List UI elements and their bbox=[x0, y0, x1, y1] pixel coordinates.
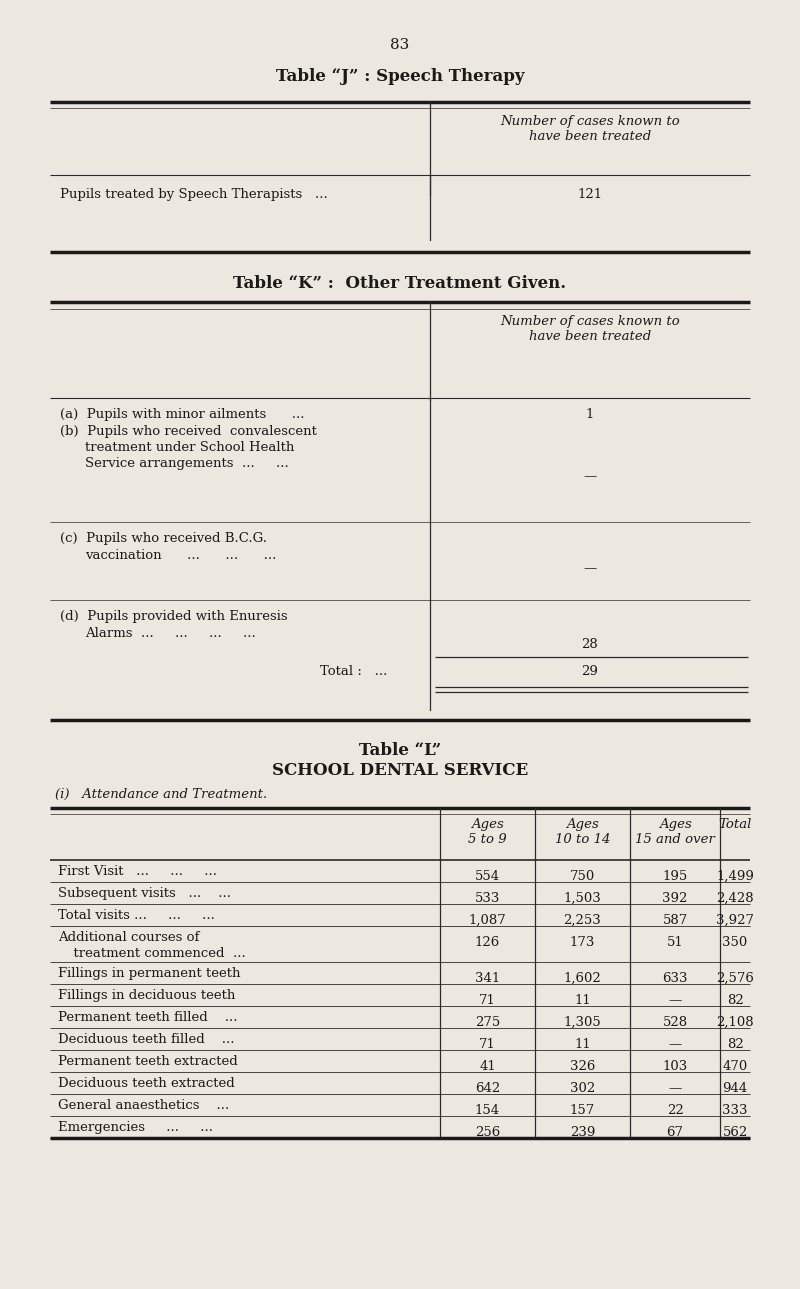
Text: Ages
10 to 14: Ages 10 to 14 bbox=[555, 819, 610, 846]
Text: 1,305: 1,305 bbox=[564, 1016, 602, 1029]
Text: 750: 750 bbox=[570, 870, 595, 883]
Text: 326: 326 bbox=[570, 1060, 595, 1072]
Text: —: — bbox=[668, 1081, 682, 1094]
Text: Deciduous teeth filled    ...: Deciduous teeth filled ... bbox=[58, 1032, 234, 1045]
Text: —: — bbox=[583, 562, 597, 575]
Text: SCHOOL DENTAL SERVICE: SCHOOL DENTAL SERVICE bbox=[272, 762, 528, 779]
Text: 2,253: 2,253 bbox=[564, 914, 602, 927]
Text: 3,927: 3,927 bbox=[716, 914, 754, 927]
Text: treatment commenced  ...: treatment commenced ... bbox=[65, 947, 246, 960]
Text: 11: 11 bbox=[574, 1038, 591, 1051]
Text: Pupils treated by Speech Therapists   ...: Pupils treated by Speech Therapists ... bbox=[60, 188, 328, 201]
Text: 256: 256 bbox=[475, 1127, 500, 1139]
Text: 83: 83 bbox=[390, 37, 410, 52]
Text: 275: 275 bbox=[475, 1016, 500, 1029]
Text: 302: 302 bbox=[570, 1081, 595, 1094]
Text: Permanent teeth extracted: Permanent teeth extracted bbox=[58, 1054, 238, 1069]
Text: 1,087: 1,087 bbox=[469, 914, 506, 927]
Text: vaccination      ...      ...      ...: vaccination ... ... ... bbox=[85, 549, 276, 562]
Text: 470: 470 bbox=[722, 1060, 748, 1072]
Text: treatment under School Health: treatment under School Health bbox=[85, 441, 294, 454]
Text: 121: 121 bbox=[578, 188, 602, 201]
Text: 29: 29 bbox=[582, 665, 598, 678]
Text: Fillings in deciduous teeth: Fillings in deciduous teeth bbox=[58, 989, 235, 1002]
Text: Additional courses of: Additional courses of bbox=[58, 931, 199, 944]
Text: Total :   ...: Total : ... bbox=[320, 665, 387, 678]
Text: Permanent teeth filled    ...: Permanent teeth filled ... bbox=[58, 1011, 238, 1023]
Text: Number of cases known to
have been treated: Number of cases known to have been treat… bbox=[500, 315, 680, 343]
Text: 528: 528 bbox=[662, 1016, 687, 1029]
Text: 22: 22 bbox=[666, 1103, 683, 1118]
Text: 533: 533 bbox=[475, 892, 500, 905]
Text: Service arrangements  ...     ...: Service arrangements ... ... bbox=[85, 458, 289, 470]
Text: 587: 587 bbox=[662, 914, 688, 927]
Text: First Visit   ...     ...     ...: First Visit ... ... ... bbox=[58, 865, 217, 878]
Text: 2,108: 2,108 bbox=[716, 1016, 754, 1029]
Text: 71: 71 bbox=[479, 1038, 496, 1051]
Text: General anaesthetics    ...: General anaesthetics ... bbox=[58, 1100, 230, 1112]
Text: 341: 341 bbox=[475, 972, 500, 985]
Text: 554: 554 bbox=[475, 870, 500, 883]
Text: Alarms  ...     ...     ...     ...: Alarms ... ... ... ... bbox=[85, 626, 256, 641]
Text: Total visits ...     ...     ...: Total visits ... ... ... bbox=[58, 909, 215, 922]
Text: 1,602: 1,602 bbox=[564, 972, 602, 985]
Text: (b)  Pupils who received  convalescent: (b) Pupils who received convalescent bbox=[60, 425, 317, 438]
Text: 333: 333 bbox=[722, 1103, 748, 1118]
Text: (a)  Pupils with minor ailments      ...: (a) Pupils with minor ailments ... bbox=[60, 409, 305, 422]
Text: —: — bbox=[668, 994, 682, 1007]
Text: 71: 71 bbox=[479, 994, 496, 1007]
Text: Total: Total bbox=[718, 819, 752, 831]
Text: Ages
15 and over: Ages 15 and over bbox=[635, 819, 715, 846]
Text: —: — bbox=[583, 470, 597, 483]
Text: 195: 195 bbox=[662, 870, 688, 883]
Text: 28: 28 bbox=[582, 638, 598, 651]
Text: Emergencies     ...     ...: Emergencies ... ... bbox=[58, 1121, 213, 1134]
Text: (i)   Attendance and Treatment.: (i) Attendance and Treatment. bbox=[55, 788, 267, 800]
Text: Number of cases known to
have been treated: Number of cases known to have been treat… bbox=[500, 115, 680, 143]
Text: Fillings in permanent teeth: Fillings in permanent teeth bbox=[58, 967, 241, 980]
Text: Deciduous teeth extracted: Deciduous teeth extracted bbox=[58, 1078, 234, 1090]
Text: Subsequent visits   ...    ...: Subsequent visits ... ... bbox=[58, 887, 231, 900]
Text: —: — bbox=[668, 1038, 682, 1051]
Text: Ages
5 to 9: Ages 5 to 9 bbox=[468, 819, 507, 846]
Text: 944: 944 bbox=[722, 1081, 748, 1094]
Text: 1,503: 1,503 bbox=[564, 892, 602, 905]
Text: Table “L”: Table “L” bbox=[359, 742, 441, 759]
Text: 11: 11 bbox=[574, 994, 591, 1007]
Text: 1: 1 bbox=[586, 409, 594, 422]
Text: 126: 126 bbox=[475, 936, 500, 949]
Text: 51: 51 bbox=[666, 936, 683, 949]
Text: Table “K” :  Other Treatment Given.: Table “K” : Other Treatment Given. bbox=[234, 275, 566, 293]
Text: 350: 350 bbox=[722, 936, 748, 949]
Text: 154: 154 bbox=[475, 1103, 500, 1118]
Text: 642: 642 bbox=[475, 1081, 500, 1094]
Text: 562: 562 bbox=[722, 1127, 748, 1139]
Text: 157: 157 bbox=[570, 1103, 595, 1118]
Text: 2,428: 2,428 bbox=[716, 892, 754, 905]
Text: 67: 67 bbox=[666, 1127, 683, 1139]
Text: (d)  Pupils provided with Enuresis: (d) Pupils provided with Enuresis bbox=[60, 610, 288, 623]
Text: 82: 82 bbox=[726, 994, 743, 1007]
Text: 239: 239 bbox=[570, 1127, 595, 1139]
Text: 103: 103 bbox=[662, 1060, 688, 1072]
Text: 173: 173 bbox=[570, 936, 595, 949]
Text: (c)  Pupils who received B.C.G.: (c) Pupils who received B.C.G. bbox=[60, 532, 267, 545]
Text: Table “J” : Speech Therapy: Table “J” : Speech Therapy bbox=[276, 68, 524, 85]
Text: 633: 633 bbox=[662, 972, 688, 985]
Text: 1,499: 1,499 bbox=[716, 870, 754, 883]
Text: 82: 82 bbox=[726, 1038, 743, 1051]
Text: 2,576: 2,576 bbox=[716, 972, 754, 985]
Text: 41: 41 bbox=[479, 1060, 496, 1072]
Text: 392: 392 bbox=[662, 892, 688, 905]
